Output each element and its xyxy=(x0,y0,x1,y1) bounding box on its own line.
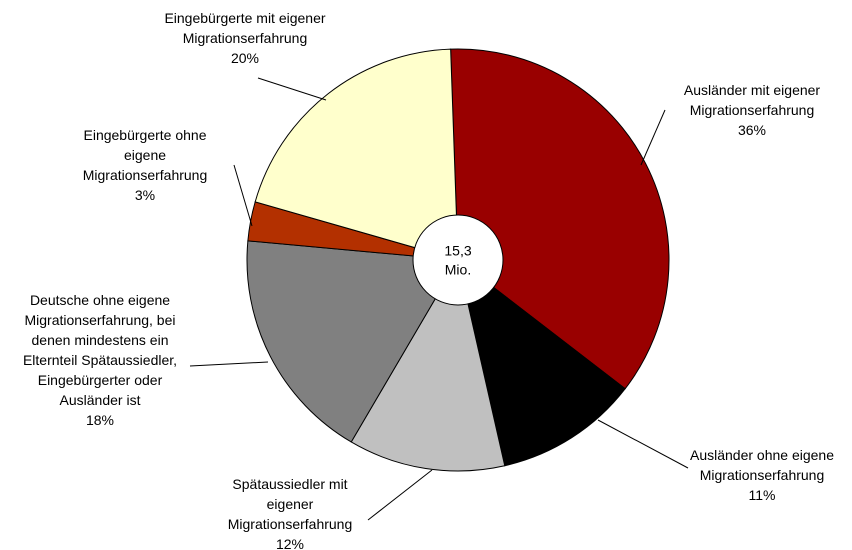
center-hole xyxy=(412,214,504,306)
category-label: Ausländer ohne eigene Migrationserfahrun… xyxy=(689,447,834,483)
category-label: Eingebürgerte ohne eigene Migrationserfa… xyxy=(82,127,208,183)
value-label: 36% xyxy=(737,122,767,138)
leader-line xyxy=(233,164,253,227)
pie-slice xyxy=(457,258,626,467)
slice-label: Ausländer mit eigener Migrationserfahrun… xyxy=(672,80,832,140)
pie-slice xyxy=(246,240,459,443)
center-unit: Mio. xyxy=(445,262,471,278)
leader-line xyxy=(257,77,327,101)
category-label: Ausländer mit eigener Migrationserfahrun… xyxy=(683,82,821,118)
category-label: Eingebürgerte mit eigener Migrationserfa… xyxy=(164,10,326,46)
value-label: 20% xyxy=(230,50,260,66)
category-label: Deutsche ohne eigene Migrationserfahrung… xyxy=(22,292,178,408)
category-label: Spätaussiedler mit eigener Migrationserf… xyxy=(227,476,353,532)
leader-line xyxy=(367,469,433,521)
value-label: 12% xyxy=(275,536,305,550)
slice-label: Deutsche ohne eigene Migrationserfahrung… xyxy=(8,290,193,430)
center-value: 15,3 xyxy=(444,243,471,259)
leader-line xyxy=(640,109,666,166)
value-label: 18% xyxy=(85,412,115,428)
slice-label: Spätaussiedler mit eigener Migrationserf… xyxy=(220,474,360,550)
leader-line xyxy=(597,419,689,469)
pie-slice xyxy=(254,48,459,261)
value-label: 3% xyxy=(134,187,156,203)
slice-label: Eingebürgerte ohne eigene Migrationserfa… xyxy=(75,125,215,205)
value-label: 11% xyxy=(748,487,776,503)
leader-lines xyxy=(189,77,689,521)
slice-label: Eingebürgerte mit eigener Migrationserfa… xyxy=(153,8,338,68)
slice-label: Ausländer ohne eigene Migrationserfahrun… xyxy=(680,445,845,505)
pie-slice xyxy=(450,48,670,390)
leader-line xyxy=(189,361,269,367)
pie-slice xyxy=(350,258,506,472)
